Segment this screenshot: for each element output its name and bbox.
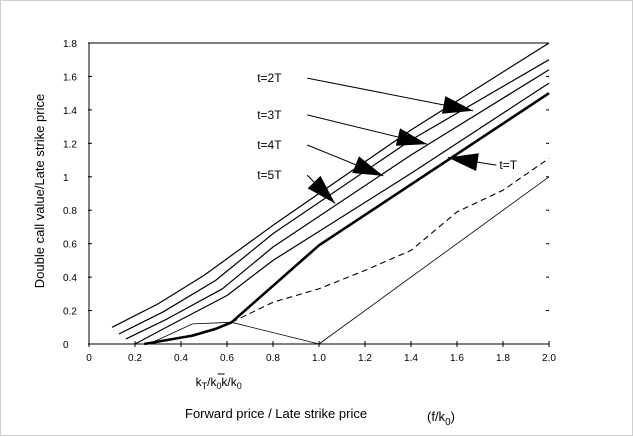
y-tick-label: 0	[63, 340, 69, 351]
x-tick-label: 0.8	[266, 353, 280, 364]
series-line-5	[143, 92, 550, 346]
y-axis-title: Double call value/Late strike price	[32, 94, 47, 288]
y-tick-label: 1	[63, 173, 69, 184]
series-line-4	[134, 82, 550, 345]
x-tick-label: 0	[86, 353, 92, 364]
x-tick-label: 0.6	[220, 353, 234, 364]
y-tick-label: 0.2	[63, 307, 77, 318]
y-tick-label: 1.8	[63, 39, 77, 50]
y-tick-label: 0.6	[63, 240, 77, 251]
series-line-7	[148, 176, 550, 345]
x-axis-title-suffix: (f/k0)	[427, 409, 455, 428]
x-suffix-close: )	[451, 409, 455, 424]
x-suffix-open: (f/k	[427, 409, 446, 424]
annotation-label-t=5T: t=5T	[257, 168, 282, 182]
x-tick-label: 1.0	[312, 353, 326, 364]
x-tick-label: 1.6	[450, 353, 464, 364]
series-line-6	[231, 157, 550, 323]
x-suffix-sub: 0	[445, 417, 451, 428]
x-axis-title: Forward price / Late strike price	[185, 406, 367, 421]
annotation-arrowhead	[307, 175, 336, 204]
axes: 0 0.2 0.4 0.6 0.8 1 1.2 1.4 1.6 1.8 0 0.2 0.4 0.6 0.8 1…	[63, 39, 556, 391]
special-x-label: k/k0	[221, 375, 241, 391]
annotation-arrowhead	[352, 156, 384, 176]
series-line-3	[125, 69, 550, 340]
x-tick-label: 2.0	[542, 353, 556, 364]
annotation-label-t=2T: t=2T	[257, 71, 282, 85]
x-tick-label: 0.2	[128, 353, 142, 364]
y-tick-label: 1.4	[63, 106, 77, 117]
y-tick-label: 1.2	[63, 139, 77, 150]
annotation-label-t=3T: t=3T	[257, 108, 282, 122]
y-tick-label: 0.4	[63, 273, 77, 284]
annotation-arrowhead	[395, 128, 428, 146]
y-tick-label: 0.8	[63, 206, 77, 217]
annotations: t=2T t=3T t=4T t=5T t=T	[257, 71, 518, 204]
series-group	[111, 42, 550, 346]
annotation-label-t=T: t=T	[499, 158, 517, 172]
y-tick-label: 1.6	[63, 72, 77, 83]
annotation-arrowhead	[441, 96, 474, 114]
x-tick-label: 1.4	[404, 353, 418, 364]
series-line-1	[111, 42, 550, 328]
x-tick-label: 1.2	[358, 353, 372, 364]
x-tick-label: 0.4	[174, 353, 188, 364]
annotation-arrowhead	[447, 153, 479, 172]
series-line-2	[118, 59, 550, 335]
x-tick-label: 1.8	[496, 353, 510, 364]
annotation-label-t=4T: t=4T	[257, 138, 282, 152]
special-x-label: kT/k0	[196, 375, 222, 391]
